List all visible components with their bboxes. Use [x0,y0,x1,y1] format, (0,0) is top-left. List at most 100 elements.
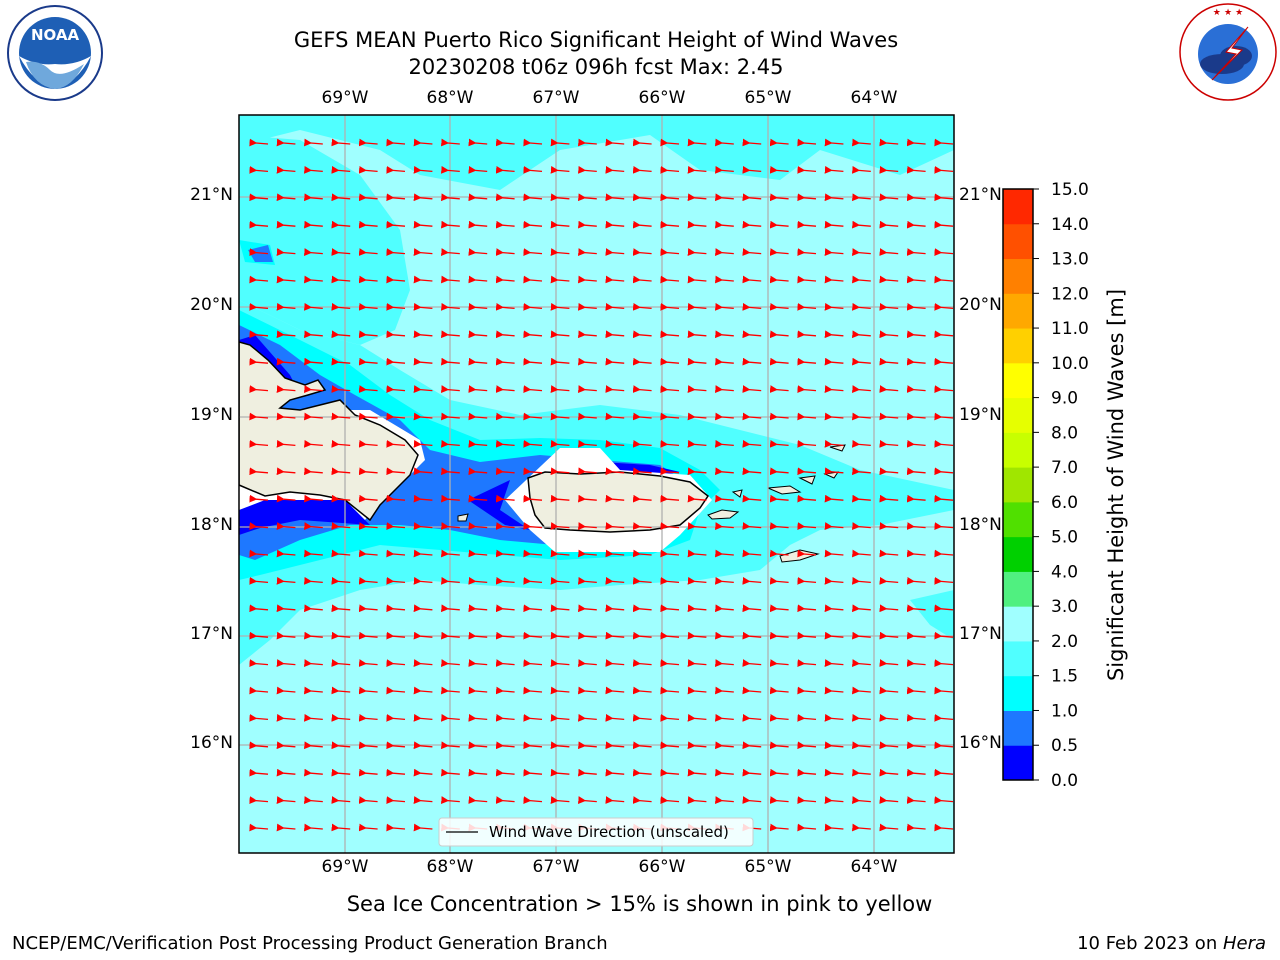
wind-wave-arrow [934,330,954,339]
wind-wave-arrow [934,741,954,750]
wind-wave-arrow [605,357,625,366]
wind-wave-arrow [249,686,269,695]
wind-wave-arrow [824,549,844,558]
wind-wave-arrow [934,302,954,311]
wind-wave-arrow [550,302,570,311]
wind-wave-arrow [769,138,789,147]
wind-wave-arrow [550,357,570,366]
wind-wave-arrow [742,741,762,750]
wind-wave-arrow [358,385,378,393]
wind-wave-arrow [331,193,351,202]
wind-wave-arrow [605,713,625,722]
wind-wave-arrow [249,385,269,393]
wind-wave-arrow [824,686,844,695]
wind-wave-arrow [742,522,762,530]
wind-wave-arrow [934,494,954,503]
wind-wave-arrow [879,741,899,750]
wind-wave-arrow [879,796,899,804]
lon-label-bottom: 69°W [321,857,369,877]
wind-wave-arrow [331,412,351,421]
wind-wave-arrow [714,741,734,750]
wind-wave-arrow [249,576,269,585]
wind-wave-arrow [550,741,570,750]
wind-wave-arrow [660,549,680,558]
wind-wave-arrow [906,412,926,421]
wind-wave-arrow [824,659,844,667]
wind-wave-arrow [797,467,817,476]
wind-wave-arrow [303,768,323,777]
wind-wave-arrow [851,302,871,311]
wind-wave-arrow [714,330,734,339]
wind-wave-arrow [386,138,406,147]
wind-wave-arrow [824,768,844,777]
wind-wave-arrow [742,576,762,585]
wind-wave-arrow [440,686,460,695]
wind-wave-arrow [879,823,899,832]
wind-wave-arrow [523,220,543,229]
wind-wave-arrow [797,713,817,722]
map-legend: Wind Wave Direction (unscaled) [438,817,754,847]
lon-label-bottom: 68°W [426,857,474,877]
wind-wave-arrow [249,412,269,421]
wind-wave-arrow [249,631,269,640]
wind-wave-arrow [386,275,406,284]
wind-wave-arrow [879,248,899,256]
wind-wave-arrow [714,659,734,667]
wind-wave-arrow [249,165,269,174]
colorbar-tick-label: 14.0 [1051,215,1089,235]
wind-wave-arrow [687,604,707,613]
wind-wave-arrow [413,604,433,613]
wind-wave-arrow [687,412,707,421]
wind-wave-arrow [523,357,543,366]
wind-wave-arrow [769,494,789,503]
wind-wave-arrow [742,439,762,448]
wind-wave-arrow [687,494,707,503]
wind-wave-arrow [769,604,789,613]
wind-wave-arrow [687,549,707,558]
wind-wave-arrow [440,549,460,558]
wind-wave-arrow [386,467,406,476]
wind-wave-arrow [632,659,652,667]
wind-wave-arrow [249,138,269,147]
wind-wave-arrow [797,439,817,448]
wind-wave-arrow [468,467,488,476]
wind-wave-arrow [331,467,351,476]
wind-wave-arrow [276,686,296,695]
wind-wave-arrow [824,330,844,339]
wind-wave-arrow [523,467,543,476]
wind-wave-arrow [879,768,899,777]
wind-wave-arrow [577,357,597,366]
lat-label-left: 20°N [190,295,233,315]
wind-wave-arrow [660,220,680,229]
wind-wave-arrow [687,220,707,229]
wind-wave-arrow [769,330,789,339]
wind-wave-arrow [413,248,433,256]
wind-wave-arrow [276,220,296,229]
wind-wave-arrow [660,165,680,174]
wind-wave-arrow [906,686,926,695]
wind-wave-arrow [714,522,734,530]
wind-wave-arrow [276,138,296,147]
wind-wave-arrow [742,494,762,503]
wind-wave-arrow [577,713,597,722]
wind-wave-arrow [851,220,871,229]
wind-wave-arrow [331,741,351,750]
wind-wave-arrow [358,193,378,202]
wind-wave-arrow [276,412,296,421]
wind-wave-arrow [386,686,406,695]
wind-wave-arrow [276,604,296,613]
wind-wave-arrow [495,357,515,366]
wind-wave-arrow [303,439,323,448]
wind-wave-arrow [824,713,844,722]
wind-wave-arrow [742,248,762,256]
wind-wave-arrow [742,220,762,229]
wind-wave-arrow [276,631,296,640]
wind-wave-arrow [797,549,817,558]
wind-wave-arrow [769,467,789,476]
wind-wave-arrow [851,412,871,421]
wind-wave-arrow [742,467,762,476]
wind-wave-arrow [687,631,707,640]
wind-wave-arrow [523,165,543,174]
wind-wave-arrow [769,796,789,804]
